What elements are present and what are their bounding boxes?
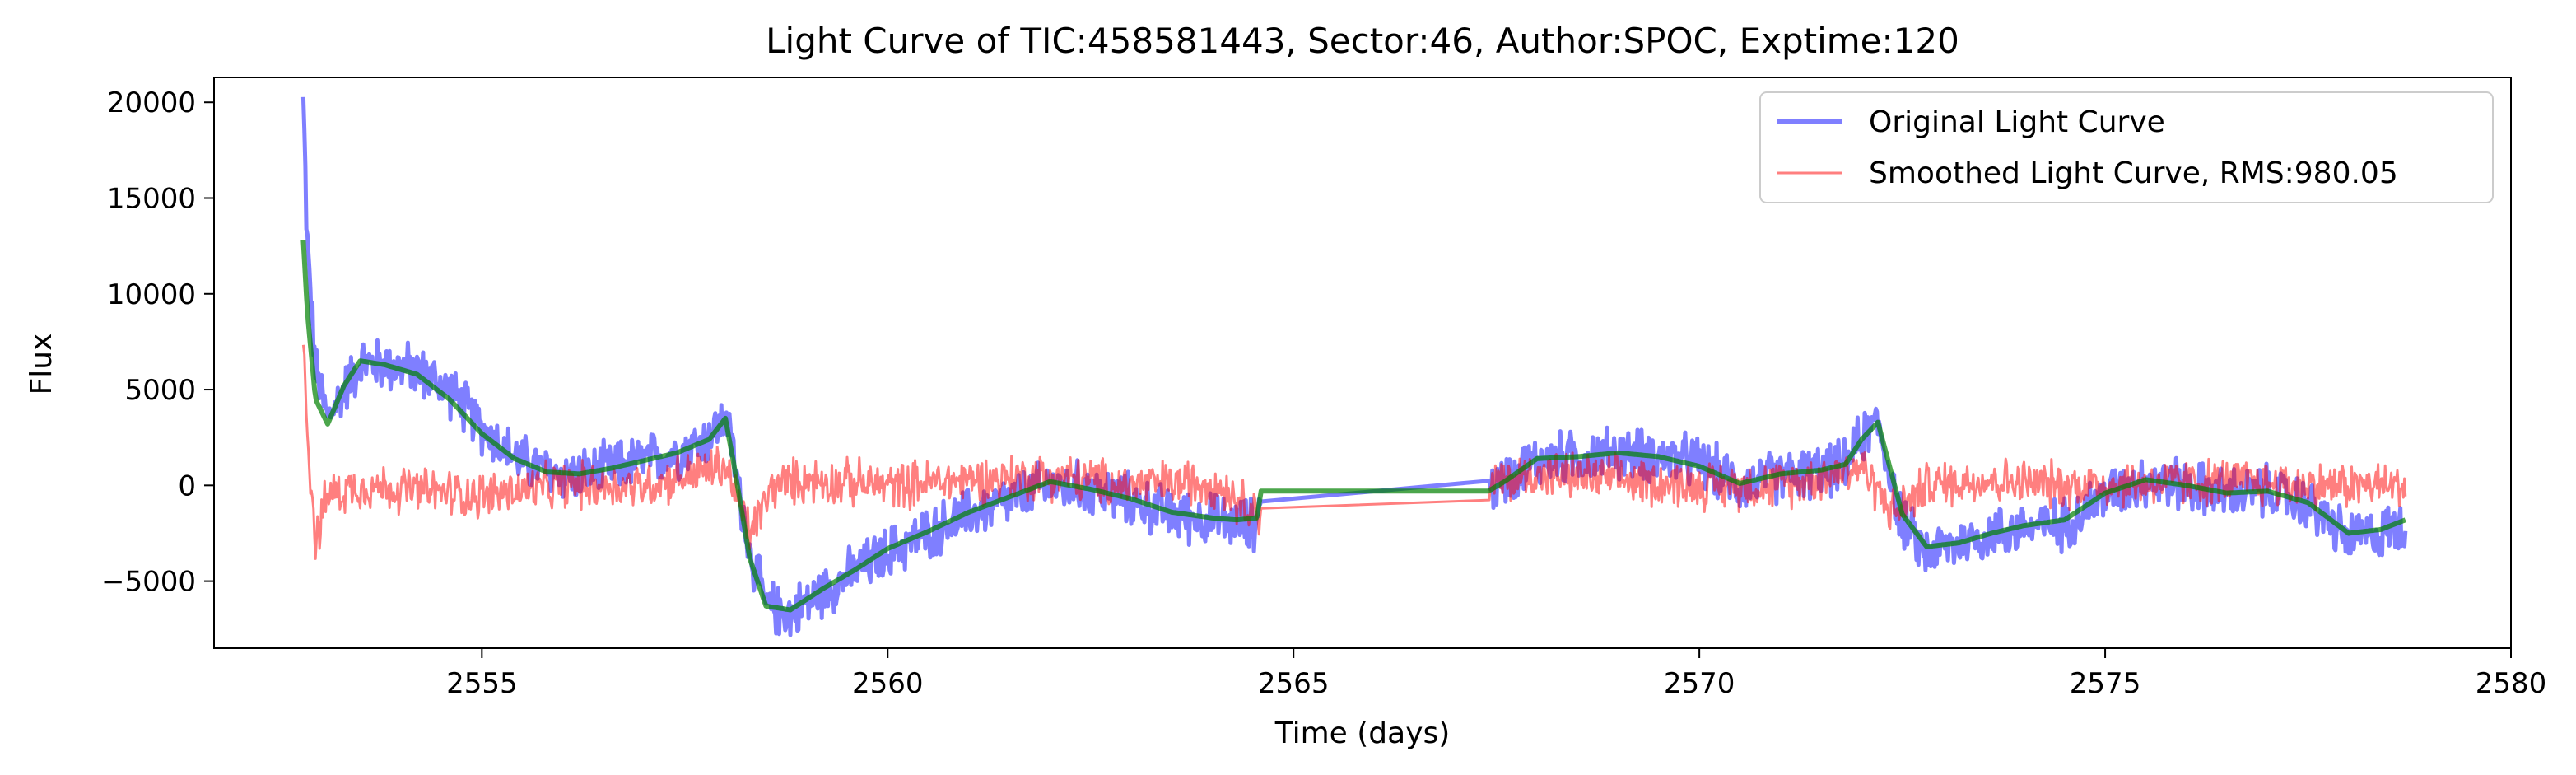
legend-label-smoothed: Smoothed Light Curve, RMS:980.05: [1869, 156, 2398, 190]
x-axis: 2555 2560 2565 2570 2575 2580: [446, 648, 2546, 700]
x-tick-label: 2575: [2070, 667, 2141, 700]
chart-title: Light Curve of TIC:458581443, Sector:46,…: [766, 21, 1959, 61]
y-tick-label: 20000: [107, 86, 196, 119]
x-tick-label: 2570: [1664, 667, 1735, 700]
series-line-1: [301, 344, 2407, 560]
series-layer: [300, 96, 2408, 637]
y-axis-label: Flux: [25, 334, 58, 395]
x-tick-label: 2555: [446, 667, 518, 700]
legend-box: [1759, 91, 2494, 203]
y-tick-label: 5000: [124, 374, 196, 407]
legend: Original Light Curve Smoothed Light Curv…: [1759, 91, 2494, 203]
legend-label-original: Original Light Curve: [1869, 105, 2165, 139]
x-tick-label: 2565: [1258, 667, 1330, 700]
y-axis: −5000 0 5000 10000 15000 20000: [101, 86, 214, 599]
x-axis-label: Time (days): [1274, 717, 1451, 750]
series-line-2: [300, 240, 2406, 613]
y-tick-label: 0: [178, 469, 196, 502]
y-tick-label: 10000: [107, 278, 196, 311]
x-tick-label: 2560: [852, 667, 924, 700]
x-tick-label: 2580: [2476, 667, 2547, 700]
y-tick-label: 15000: [107, 183, 196, 216]
y-tick-label: −5000: [101, 566, 196, 599]
plot-frame: [213, 77, 2512, 649]
